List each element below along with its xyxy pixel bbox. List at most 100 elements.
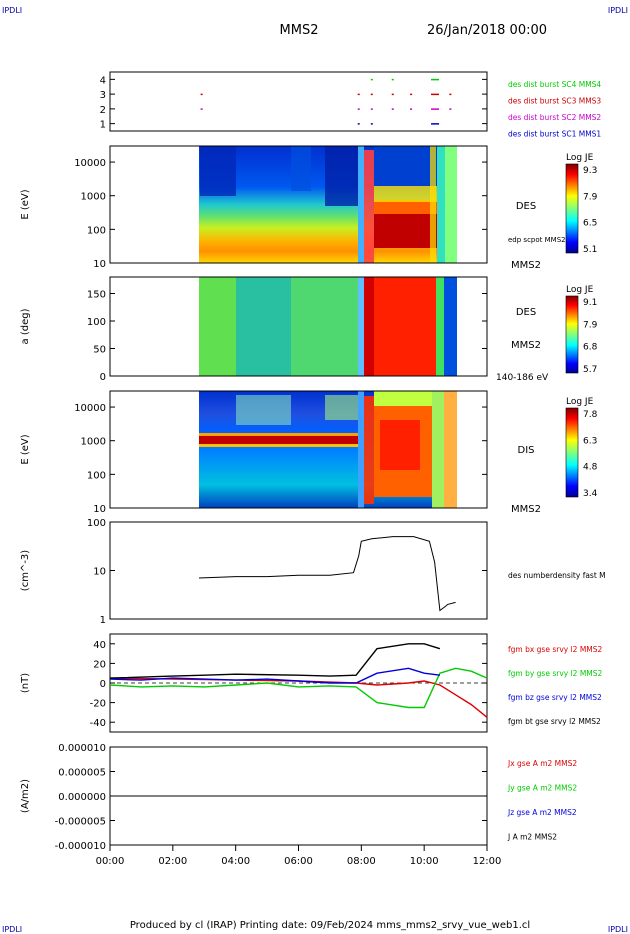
des-pitch-ytick-label: 0: [100, 372, 106, 383]
burst-mark: [431, 78, 440, 81]
des-energy-spacecraft: MMS2: [511, 260, 541, 271]
time-tick-label: 06:00: [284, 856, 313, 867]
panel-density: 1 10 100 (cm^-3) des numberdensity fast M: [20, 518, 606, 626]
density-ylabel: (cm^-3): [20, 550, 31, 591]
bfield-series-line: [109, 677, 488, 718]
current-ytick-label: -0.000010: [55, 841, 106, 852]
burst-legend-entry: des dist burst SC2 MMS2: [508, 113, 601, 122]
bfield-series-line: [109, 667, 440, 684]
des-pitch-colorbar: Log JE 9.1 7.9 6.8 5.7: [565, 285, 598, 375]
panel-dis-energy: 10 100 1000 10000 E (eV) DIS MMS2 Log JE 7.8…: [20, 390, 598, 515]
burst-mark: [431, 93, 440, 96]
burst-mark: [200, 93, 203, 96]
footer-credits: Produced by cl (IRAP) Printing date: 09/…: [130, 920, 530, 931]
burst-mark: [410, 108, 413, 110]
burst-mark: [200, 108, 203, 110]
des-pitch-colorbar-tick: 6.8: [583, 343, 598, 353]
corner-label-bottom-left: IPDLI: [2, 925, 22, 934]
des-energy-label: DES: [516, 201, 536, 212]
des-pitch-colorbar-tick: 5.7: [583, 365, 597, 375]
time-tick-label: 02:00: [158, 856, 187, 867]
burst-mark: [431, 108, 440, 110]
burst-mark: [391, 93, 394, 96]
des-pitch-label: DES: [516, 307, 536, 318]
des-pitch-ytick-label: 100: [87, 317, 106, 328]
bfield-series-line: [109, 643, 441, 679]
bfield-ytick-label: -40: [90, 718, 106, 729]
time-tick-label: 00:00: [96, 856, 125, 867]
burst-mark: [370, 108, 373, 110]
plot-date: 26/Jan/2018 00:00: [427, 23, 547, 38]
density-ytick-label: 100: [87, 518, 106, 529]
time-tick-label: 04:00: [221, 856, 250, 867]
des-energy-colorbar-title: Log JE: [566, 153, 594, 163]
time-tick-label: 10:00: [410, 856, 439, 867]
bfield-legend-entry: fgm bt gse srvy l2 MMS2: [508, 717, 601, 726]
burst-mark: [370, 93, 373, 96]
panel-burst: 1 2 3 4 des dist burst SC4 MMS4 des dist bur…: [100, 71, 601, 139]
burst-mark: [357, 123, 360, 125]
dis-energy-colorbar-title: Log JE: [566, 397, 594, 407]
current-ytick-label: 0.000010: [58, 743, 106, 754]
bfield-ytick-label: 40: [93, 640, 106, 651]
des-pitch-energy-range: 140-186 eV: [496, 373, 549, 383]
bfield-series-line: [109, 667, 488, 709]
burst-ytick-label: 3: [100, 90, 106, 101]
density-ytick-label: 10: [93, 567, 106, 578]
corner-label-top-left: IPDLI: [2, 6, 22, 15]
bfield-ylabel: (nT): [20, 673, 31, 693]
des-energy-ytick-label: 100: [87, 225, 106, 236]
density-ytick-label: 1: [100, 615, 106, 626]
bfield-legend-entry: fgm bz gse srvy l2 MMS2: [508, 693, 602, 702]
des-pitch-ytick-label: 50: [93, 345, 106, 356]
current-ytick-label: -0.000005: [55, 817, 106, 828]
des-energy-ytick-label: 10000: [74, 158, 106, 169]
dis-energy-spacecraft: MMS2: [511, 504, 541, 515]
burst-ytick-label: 2: [100, 105, 106, 116]
dis-energy-colorbar: Log JE 7.8 6.3 4.8 3.4: [565, 397, 598, 499]
time-axis: 00:00 02:00 04:00 06:00 08:00 10:00 12:00: [96, 845, 502, 867]
current-legend-entry: Jz gse A m2 MMS2: [507, 808, 577, 817]
burst-ytick-label: 4: [100, 75, 106, 86]
plot-title: MMS2: [280, 23, 319, 38]
current-legend-entry: J A m2 MMS2: [507, 833, 557, 842]
current-ytick-label: 0.000000: [58, 792, 106, 803]
current-legend-entry: Jy gse A m2 MMS2: [507, 784, 577, 793]
current-ytick-label: 0.000005: [58, 768, 106, 779]
burst-mark: [370, 78, 373, 81]
des-energy-overlay-label: edp scpot MMS2: [508, 236, 566, 244]
time-tick-label: 12:00: [473, 856, 502, 867]
des-pitch-spacecraft: MMS2: [511, 340, 541, 351]
panel-magnetic-field: -40 -20 0 20 40 (nT) fgm bx gse srvy l2 MMS2 f…: [20, 633, 603, 733]
bfield-ytick-label: 0: [100, 679, 106, 690]
des-energy-ylabel: E (eV): [20, 189, 31, 219]
current-legend-entry: Jx gse A m2 MMS2: [507, 759, 577, 768]
density-legend-entry: des numberdensity fast M: [508, 571, 606, 580]
dis-energy-ytick-label: 10000: [74, 403, 106, 414]
des-pitch-ylabel: a (deg): [20, 308, 31, 344]
burst-legend-entry: des dist burst SC4 MMS4: [508, 80, 601, 89]
burst-mark: [357, 93, 360, 96]
burst-mark: [431, 123, 440, 125]
des-energy-colorbar-tick: 7.9: [583, 192, 598, 202]
burst-mark: [357, 108, 360, 110]
burst-legend-entry: des dist burst SC1 MMS1: [508, 130, 601, 139]
dis-energy-colorbar-tick: 3.4: [583, 489, 598, 499]
burst-mark: [391, 78, 394, 81]
des-energy-colorbar: Log JE 9.3 7.9 6.5 5.1: [565, 153, 598, 255]
bfield-ytick-label: -20: [90, 699, 106, 710]
panel-current-density: -0.000010 -0.000005 0.000000 0.000005 0.0000…: [20, 743, 577, 852]
burst-mark: [391, 108, 394, 110]
dis-energy-colorbar-tick: 7.8: [583, 410, 598, 420]
des-pitch-colorbar-tick: 9.1: [583, 298, 597, 308]
density-series-line: [198, 536, 456, 612]
des-pitch-colorbar-tick: 7.9: [583, 320, 598, 330]
dis-energy-ytick-label: 100: [87, 470, 106, 481]
burst-mark: [449, 93, 452, 96]
burst-mark: [449, 108, 452, 110]
des-energy-colorbar-tick: 6.5: [583, 219, 597, 229]
current-ylabel: (A/m2): [20, 779, 31, 813]
dis-energy-ytick-label: 10: [93, 504, 106, 515]
